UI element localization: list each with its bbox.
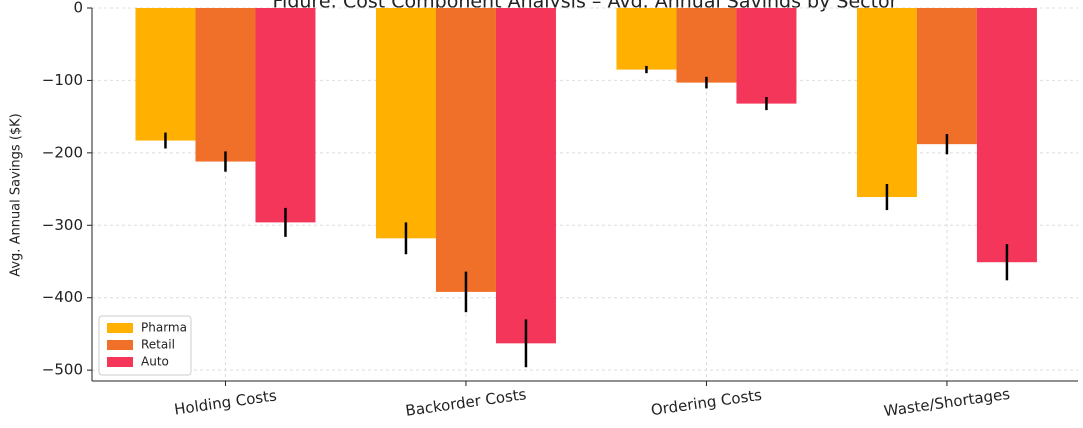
bar bbox=[616, 8, 677, 70]
bar bbox=[435, 8, 496, 292]
bar bbox=[676, 8, 737, 83]
bar bbox=[495, 8, 556, 344]
bar bbox=[976, 8, 1037, 263]
bar bbox=[856, 8, 917, 198]
bar bbox=[195, 8, 256, 162]
y-tick-label: −300 bbox=[42, 216, 83, 234]
y-tick-label: −400 bbox=[42, 288, 83, 306]
y-tick-label: −200 bbox=[42, 143, 83, 161]
x-tick-label: Backorder Costs bbox=[404, 385, 527, 420]
x-tick-label: Waste/Shortages bbox=[883, 385, 1012, 421]
legend-label: Auto bbox=[141, 355, 169, 369]
bar bbox=[135, 8, 196, 141]
legend: Pharma Retail Auto bbox=[98, 315, 192, 376]
y-axis-label: Avg. Annual Savings ($K) bbox=[9, 113, 24, 277]
legend-swatch bbox=[107, 340, 133, 350]
x-tick-label: Holding Costs bbox=[173, 386, 278, 418]
legend-label: Retail bbox=[141, 338, 175, 352]
bar bbox=[375, 8, 436, 239]
y-tick-label: 0 bbox=[73, 0, 83, 17]
x-tick-label: Ordering Costs bbox=[650, 386, 763, 419]
chart-title: Figure: Cost Component Analysis – Avg. A… bbox=[273, 0, 898, 13]
y-tick-label: −500 bbox=[42, 361, 83, 379]
legend-swatch bbox=[107, 323, 133, 333]
legend-label: Pharma bbox=[141, 321, 187, 335]
y-tick-label: −100 bbox=[42, 71, 83, 89]
bar bbox=[255, 8, 316, 223]
bar bbox=[736, 8, 797, 104]
bar bbox=[916, 8, 977, 145]
legend-swatch bbox=[107, 357, 133, 367]
